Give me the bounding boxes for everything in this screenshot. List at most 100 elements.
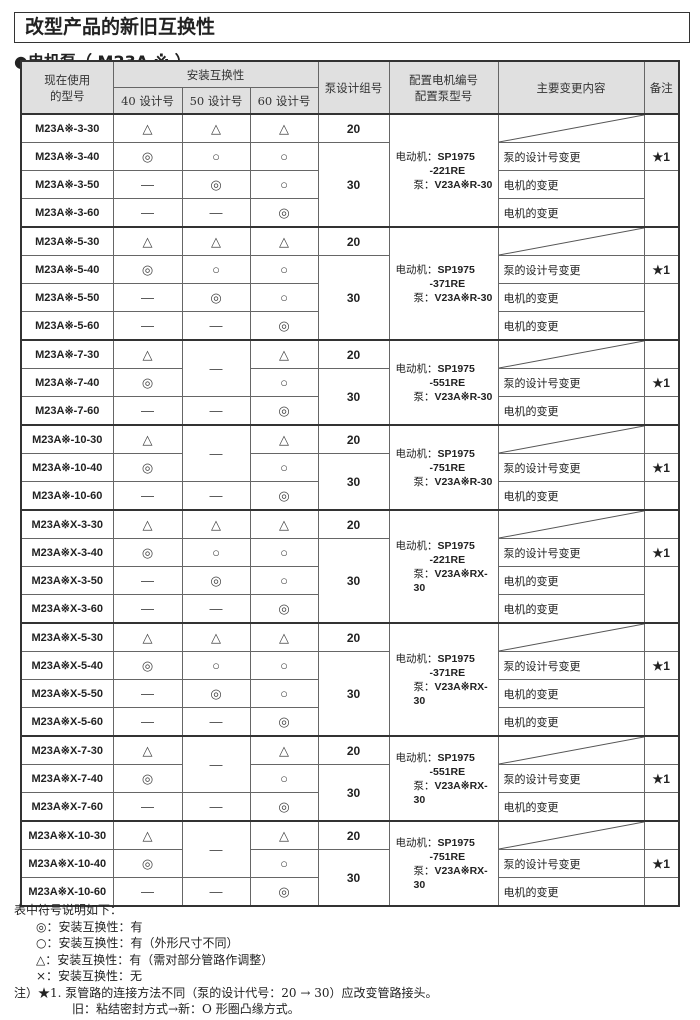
pump-model: V23A※R-30 [434,178,493,191]
table-row: M23A※X-7-30 △ — △ 20 电动机：SP1975 -551RE 泵：V23A※R… [20,735,680,822]
header-40: 40 设计号 [112,87,183,115]
motor-label: 电动机： [395,539,438,552]
design-40-cell: — [112,481,183,511]
design-50-cell: ○ [181,142,251,171]
header-changes: 主要变更内容 [497,60,645,115]
model-cell: M23A※-7-40 [20,368,114,397]
changes-cell: 泵的设计号变更 [497,651,645,680]
remarks-cell [643,424,680,454]
changes-cell: 电机的变更 [497,792,645,822]
legend: 表中符号说明如下： ◎：安装互换性：有 ○：安装互换性：有（外形尺寸不同） △：… [14,902,438,1018]
remarks-star: ★1 [643,764,680,793]
motor-model-suffix: -751RE [429,850,466,863]
changes-cell-empty [497,735,645,765]
design-50-cell: △ [181,113,251,143]
pump-label: 泵： [413,864,435,877]
design-60-cell: △ [249,735,319,765]
legend-item: ◎：安装互换性：有 [36,919,143,934]
design-50-cell: — [181,396,251,426]
changes-cell: 电机的变更 [497,707,645,737]
config-cell: 电动机：SP1975 -221RE 泵：V23A※R-30 [388,113,499,228]
pump-group-cell: 30 [317,538,390,624]
legend-item: ○：安装互换性：有（外形尺寸不同） [36,936,239,950]
table-row: M23A※-3-50— ◎ ○ 电机的变更 [20,170,680,228]
model-cell: M23A※-3-60 [20,198,114,228]
design-60-cell: △ [249,509,319,539]
design-50-cell: — [181,792,251,822]
design-60-cell: ◎ [249,311,319,341]
changes-cell: 电机的变更 [497,283,645,312]
remarks-cell [643,792,680,822]
config-cell: 电动机：SP1975 -551RE 泵：V23A※RX-30 [388,735,499,822]
remarks-cell [643,170,680,228]
changes-cell-empty [497,113,645,143]
changes-cell: 电机的变更 [497,396,645,426]
pump-group-cell: 30 [317,651,390,737]
table-row: M23A※X-10-40 ◎ ○ 30 泵的设计号变更 ★1 [20,849,680,907]
design-40-cell: △ [112,226,183,256]
design-50-cell: ◎ [181,566,251,595]
model-cell: M23A※-10-60 [20,481,114,511]
pump-model: V23A※R-30 [434,291,493,304]
design-40-cell: ◎ [112,453,183,482]
remarks-cell [643,226,680,256]
changes-cell: 泵的设计号变更 [497,142,645,171]
pump-label: 泵： [413,567,435,580]
design-50-cell: — [181,735,251,793]
motor-model-suffix: -371RE [429,277,466,290]
pump-group-cell: 20 [317,226,390,256]
table-row: M23A※-5-50— ◎ ○ 电机的变更 [20,283,680,341]
motor-model-suffix: -221RE [429,164,466,177]
design-60-cell: △ [249,424,319,454]
motor-model: SP1975 [437,539,475,552]
motor-model: SP1975 [437,150,475,163]
design-50-cell: — [181,311,251,341]
model-cell: M23A※X-5-50 [20,679,114,708]
remarks-cell [643,566,680,624]
changes-cell-empty [497,339,645,369]
design-50-cell: ○ [181,538,251,567]
design-40-cell: ◎ [112,764,183,793]
design-60-cell: ○ [249,170,319,199]
design-60-cell: ○ [249,566,319,595]
changes-cell: 泵的设计号变更 [497,255,645,284]
header-install: 安装互换性 [112,60,319,88]
design-40-cell: — [112,198,183,228]
diagonal-slash [499,737,644,764]
motor-label: 电动机： [395,836,438,849]
table-row: M23A※X-7-60— — ◎ 电机的变更 [20,792,680,822]
header-60: 60 设计号 [249,87,319,115]
diagonal-slash [499,426,644,453]
motor-model-suffix: -221RE [429,553,466,566]
model-cell: M23A※X-5-30 [20,622,114,652]
remarks-cell [643,339,680,369]
design-40-cell: △ [112,509,183,539]
pump-group-cell: 20 [317,622,390,652]
design-60-cell: ◎ [249,198,319,228]
design-40-cell: ◎ [112,849,183,878]
pump-label: 泵： [413,291,435,304]
footnote-detail: 旧：粘结密封方式→新：O 形圈凸缘方式。 [72,1002,300,1016]
pump-group-cell: 30 [317,368,390,426]
header-remarks: 备注 [643,60,680,115]
interchangeability-table: 现在使用 的型号 安装互换性 泵设计组号 配置电机编号 配置泵型号 主要变更内容… [20,60,680,907]
design-50-cell: ◎ [181,679,251,708]
changes-cell: 电机的变更 [497,679,645,708]
design-40-cell: — [112,311,183,341]
legend-item: ×：安装互换性：无 [36,969,143,983]
table-row: M23A※X-3-30 △ △ △ 20 电动机：SP1975 -221RE 泵：V23A※R… [20,509,680,624]
diagonal-slash [499,115,644,142]
remarks-star: ★1 [643,368,680,397]
design-60-cell: ○ [249,764,319,793]
design-60-cell: △ [249,226,319,256]
design-40-cell: ◎ [112,255,183,284]
design-40-cell: — [112,792,183,822]
design-40-cell: — [112,566,183,595]
design-60-cell: ◎ [249,594,319,624]
design-60-cell: ○ [249,849,319,878]
changes-cell: 电机的变更 [497,877,645,907]
model-cell: M23A※X-3-40 [20,538,114,567]
changes-cell: 泵的设计号变更 [497,453,645,482]
pump-model: V23A※RX-30 [413,567,488,594]
pump-group-cell: 30 [317,764,390,822]
